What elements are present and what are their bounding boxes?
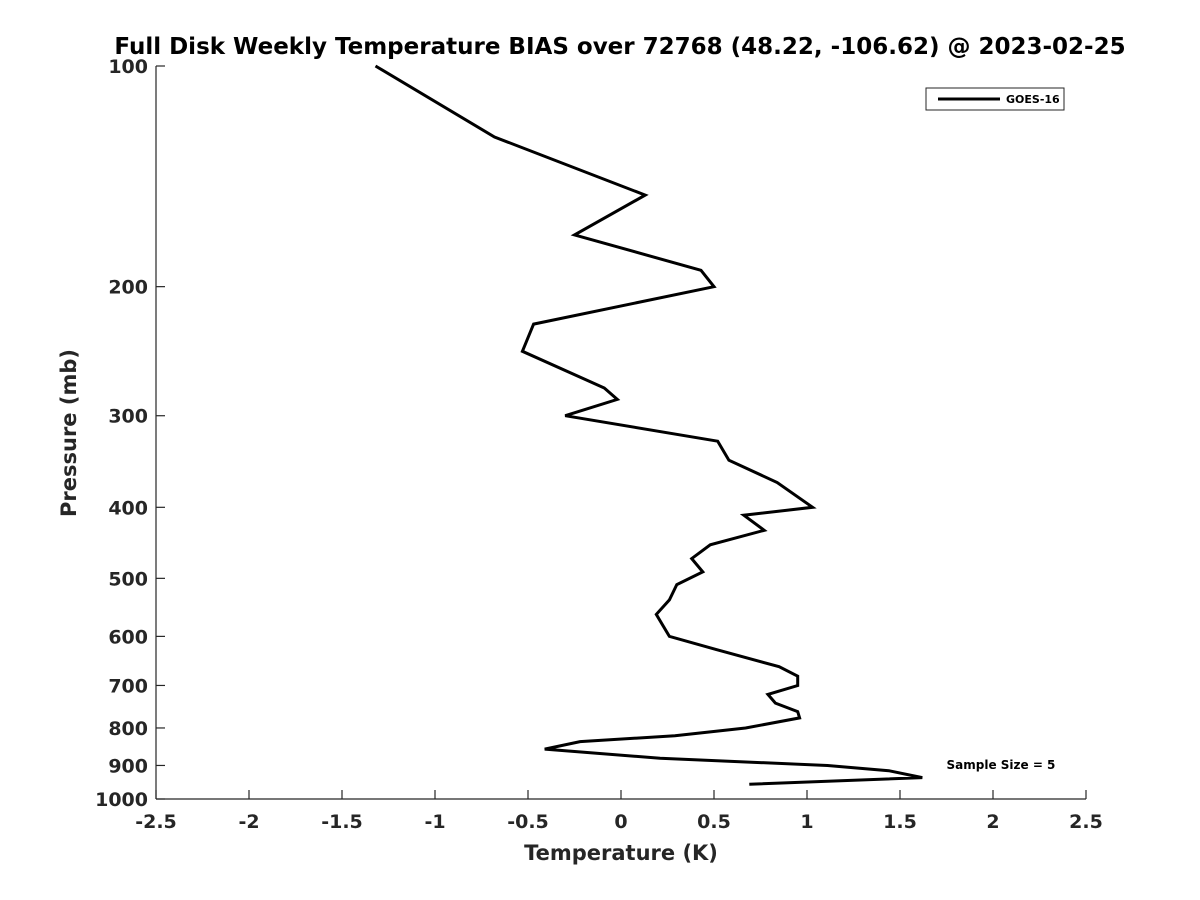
x-tick-label: 0 xyxy=(614,811,627,833)
sample-size-annotation: Sample Size = 5 xyxy=(947,758,1056,772)
y-tick-label: 1000 xyxy=(95,789,148,811)
y-tick-label: 200 xyxy=(108,277,148,299)
x-tick-label: 2.5 xyxy=(1069,811,1103,833)
legend: GOES-16 xyxy=(925,87,1065,111)
y-tick-label: 100 xyxy=(108,56,148,78)
x-tick-label: -2 xyxy=(238,811,259,833)
x-tick-label: 1 xyxy=(800,811,813,833)
y-tick-label: 500 xyxy=(108,568,148,590)
y-tick-label: 900 xyxy=(108,755,148,777)
legend-entry-goes-16: GOES-16 xyxy=(1006,93,1060,106)
x-tick-label: -1.5 xyxy=(321,811,363,833)
x-tick-label: 0.5 xyxy=(697,811,731,833)
y-ticks: 100 200 300 400 500 600 700 800 900 1000 xyxy=(95,56,165,811)
y-axis-label: Pressure (mb) xyxy=(57,349,81,517)
y-tick-label: 600 xyxy=(108,626,148,648)
plot-area: -2.5 -2 -1.5 -1 -0.5 0 0.5 1 1.5 2 2.5 100 200 300 40… xyxy=(95,56,1103,833)
x-tick-label: -1 xyxy=(424,811,445,833)
x-tick-label: 1.5 xyxy=(883,811,917,833)
x-tick-label: -2.5 xyxy=(135,811,177,833)
y-tick-label: 300 xyxy=(108,406,148,428)
x-tick-label: 2 xyxy=(986,811,999,833)
chart-title: Full Disk Weekly Temperature BIAS over 7… xyxy=(114,34,1125,60)
x-ticks: -2.5 -2 -1.5 -1 -0.5 0 0.5 1 1.5 2 2.5 xyxy=(135,790,1103,833)
y-tick-label: 700 xyxy=(108,675,148,697)
x-axis-label: Temperature (K) xyxy=(524,841,718,865)
y-tick-label: 800 xyxy=(108,718,148,740)
y-tick-label: 400 xyxy=(108,497,148,519)
series-line-goes-16 xyxy=(374,64,923,786)
x-tick-label: -0.5 xyxy=(507,811,549,833)
